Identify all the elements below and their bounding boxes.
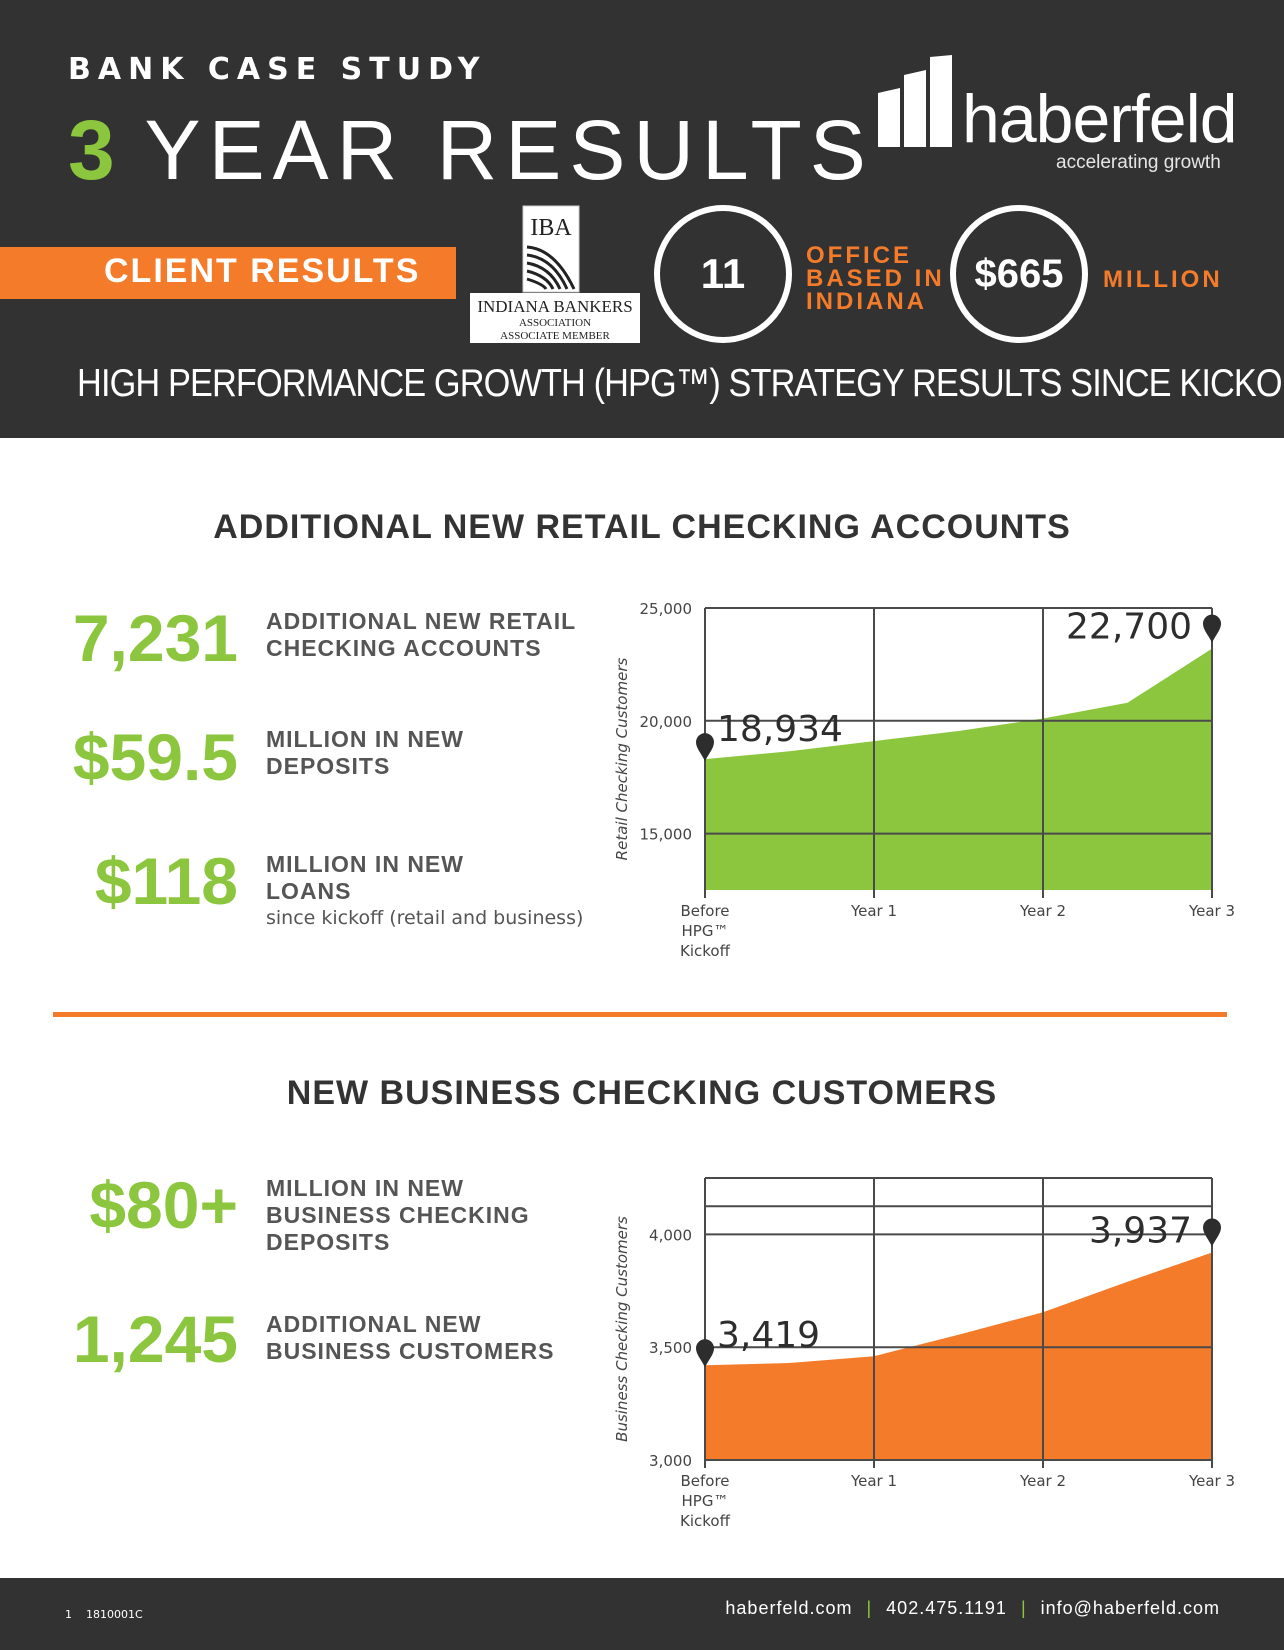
strategy-heading: HIGH PERFORMANCE GROWTH (HPG™) STRATEGY …: [77, 362, 1284, 405]
stat-description: MILLION IN NEW BUSINESS CHECKING DEPOSIT…: [266, 1175, 596, 1256]
stat-line: MILLION IN NEW: [266, 726, 464, 752]
y-axis-label: Retail Checking Customers: [613, 658, 631, 861]
assets-unit: MILLION: [1103, 266, 1223, 293]
footer-contact: haberfeld.com | 402.475.1191 | info@haberfel…: [725, 1598, 1220, 1619]
x-tick-label: Year 2: [1019, 1472, 1066, 1490]
map-pin-icon: [1203, 1218, 1221, 1247]
iba-initials: IBA: [530, 215, 572, 241]
website-link[interactable]: haberfeld.com: [725, 1598, 853, 1618]
footer-bar: [0, 1578, 1284, 1650]
stat-description: MILLION IN NEW DEPOSITS: [266, 726, 596, 780]
header-banner: [0, 0, 1284, 438]
iba-member: ASSOCIATE MEMBER: [500, 330, 610, 342]
headline-text: YEAR RESULTS: [144, 103, 874, 197]
stat-description: ADDITIONAL NEW BUSINESS CUSTOMERS: [266, 1311, 596, 1365]
y-axis-label: Business Checking Customers: [613, 1216, 631, 1442]
office-location-text: OFFICE BASED IN INDIANA: [806, 242, 945, 315]
stat-description: ADDITIONAL NEW RETAIL CHECKING ACCOUNTS: [266, 608, 596, 662]
stat-line: ADDITIONAL NEW: [266, 1311, 482, 1337]
x-tick-label: Year 3: [1188, 902, 1235, 920]
stat-line: DEPOSITS: [266, 1229, 391, 1255]
x-tick-label: Before: [680, 1472, 729, 1490]
stat-line: MILLION IN NEW: [266, 1175, 464, 1201]
headline-number: 3: [68, 103, 115, 197]
section-divider: [53, 1012, 1227, 1017]
area-series: [705, 648, 1212, 890]
iba-logo: IBA INDIANA BANKERS ASSOCIATION ASSOCIAT…: [470, 205, 640, 343]
brand-name: haberfeld: [962, 81, 1238, 157]
client-results-label: CLIENT RESULTS: [104, 252, 421, 290]
map-pin-icon: [1203, 614, 1221, 643]
y-tick-label: 15,000: [640, 826, 693, 844]
data-label: 3,937: [1089, 1210, 1192, 1251]
x-tick-label: HPG™: [682, 922, 729, 940]
email-link[interactable]: info@haberfeld.com: [1040, 1598, 1220, 1618]
x-tick-label: Year 1: [850, 902, 897, 920]
x-tick-label: Year 3: [1188, 1472, 1235, 1490]
x-tick-label: Kickoff: [680, 1512, 731, 1530]
kicker-text: BANK CASE STUDY: [68, 52, 487, 87]
stat-line: DEPOSITS: [266, 753, 391, 779]
iba-name: INDIANA BANKERS: [477, 297, 632, 316]
stat-line: MILLION IN NEW: [266, 851, 464, 877]
x-tick-label: HPG™: [682, 1492, 729, 1510]
stat-line: LOANS: [266, 878, 352, 904]
stat-line: ADDITIONAL NEW RETAIL: [266, 608, 577, 634]
map-pin-icon: [696, 733, 714, 762]
phone-number[interactable]: 402.475.1191: [886, 1598, 1007, 1618]
y-tick-label: 25,000: [640, 600, 693, 618]
stat-value: $118: [94, 844, 238, 918]
y-tick-label: 3,000: [649, 1452, 692, 1470]
stat-description: MILLION IN NEW LOANS since kickoff (reta…: [266, 851, 606, 932]
x-tick-label: Before: [680, 902, 729, 920]
x-tick-label: Year 2: [1019, 902, 1066, 920]
business-checking-chart: 4,000 3,500 3,000 Before HPG™ Kickoff Year 1 Ye…: [613, 1177, 1235, 1530]
stat-line: BUSINESS CUSTOMERS: [266, 1338, 555, 1364]
stat-value: 7,231: [72, 601, 238, 675]
stat-value: 1,245: [72, 1302, 238, 1376]
page-number: 1 1810001C: [65, 1608, 143, 1621]
haberfeld-logo-mark: [878, 55, 952, 147]
client-results-bar: [0, 247, 456, 299]
page-number-value: 1: [65, 1608, 72, 1621]
x-tick-label: Year 1: [850, 1472, 897, 1490]
iba-association: ASSOCIATION: [519, 317, 591, 329]
x-tick-label: Kickoff: [680, 942, 731, 960]
document-code: 1810001C: [86, 1608, 143, 1621]
brand-tagline: accelerating growth: [1056, 152, 1221, 173]
offices-badge: 11: [654, 205, 792, 343]
stat-line: BUSINESS CHECKING: [266, 1202, 530, 1228]
stat-value: $59.5: [72, 720, 238, 794]
section-title-business: NEW BUSINESS CHECKING CUSTOMERS: [286, 1074, 998, 1112]
page-title: 3 YEAR RESULTS: [68, 100, 874, 200]
y-tick-label: 3,500: [649, 1339, 692, 1357]
retail-checking-chart: 25,000 20,000 15,000 Before HPG™ Kickoff Year …: [613, 600, 1235, 960]
data-label: 3,419: [717, 1315, 820, 1356]
area-series: [705, 1252, 1212, 1460]
assets-value: $665: [974, 251, 1064, 296]
data-label: 22,700: [1066, 607, 1192, 648]
separator: |: [866, 1598, 873, 1618]
stat-subtext: since kickoff (retail and business): [266, 907, 584, 929]
data-label: 18,934: [717, 709, 843, 750]
stat-value: $80+: [89, 1168, 238, 1242]
offices-count: 11: [700, 250, 746, 297]
section-title-retail: ADDITIONAL NEW RETAIL CHECKING ACCOUNTS: [213, 508, 1071, 546]
y-tick-label: 4,000: [649, 1226, 692, 1244]
map-pin-icon: [696, 1339, 714, 1368]
separator: |: [1020, 1598, 1027, 1618]
stat-line: CHECKING ACCOUNTS: [266, 635, 542, 661]
assets-badge: $665: [950, 205, 1088, 343]
y-tick-label: 20,000: [640, 713, 693, 731]
